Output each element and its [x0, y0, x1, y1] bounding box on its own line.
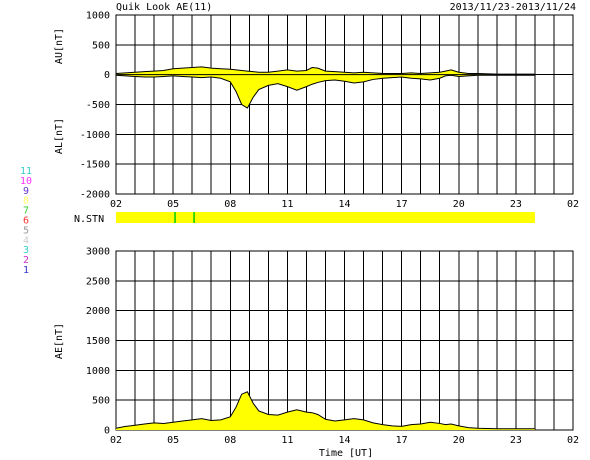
al-series-line	[115, 74, 535, 109]
upper-frame	[115, 14, 574, 195]
lower-x-tick-label: 02	[567, 435, 579, 446]
lower-x-tick-label: 08	[224, 435, 236, 446]
station-number: 8	[23, 196, 29, 207]
station-bar	[116, 212, 535, 223]
lower-x-tick-label: 20	[453, 435, 465, 446]
station-bar-fill	[116, 212, 535, 223]
al-axis-label: AL[nT]	[54, 118, 65, 154]
date-range: 2013/11/23-2013/11/24	[450, 2, 576, 13]
upper-y-tick-label: 1000	[86, 11, 110, 22]
lower-x-tick-label: 11	[281, 435, 293, 446]
station-number: 11	[20, 166, 32, 177]
upper-x-tick-label: 20	[453, 199, 465, 210]
station-number: 6	[23, 216, 29, 227]
upper-y-tick-label: -500	[86, 100, 110, 111]
station-label: N.STN	[74, 214, 104, 225]
lower-x-tick-label: 05	[167, 435, 179, 446]
upper-x-tick-label: 02	[567, 199, 579, 210]
lower-y-tick-label: 0	[104, 426, 110, 437]
station-number: 1	[23, 265, 29, 276]
lower-x-tick-label: 23	[510, 435, 522, 446]
au-al-fill-area	[116, 66, 535, 109]
lower-x-tick-label: 02	[110, 435, 122, 446]
upper-x-tick-label: 23	[510, 199, 522, 210]
lower-y-tick-label: 3000	[86, 247, 110, 258]
x-axis-label: Time [UT]	[319, 448, 373, 459]
lower-y-tick-label: 1000	[86, 366, 110, 377]
upper-x-tick-label: 05	[167, 199, 179, 210]
upper-y-tick-label: -1000	[80, 130, 110, 141]
ae-axis-label: AE[nT]	[54, 323, 65, 359]
station-number: 2	[23, 255, 29, 266]
station-number: 3	[23, 245, 29, 256]
ae-fill-area	[116, 391, 535, 430]
station-number: 10	[20, 176, 32, 187]
upper-x-tick-label: 14	[338, 199, 350, 210]
lower-x-tick-label: 17	[396, 435, 408, 446]
station-number: 7	[23, 206, 29, 217]
upper-y-tick-label: -1500	[80, 160, 110, 171]
ae-series-line	[115, 391, 535, 430]
upper-x-tick-label: 08	[224, 199, 236, 210]
station-number: 9	[23, 186, 29, 197]
upper-x-tick-label: 17	[396, 199, 408, 210]
lower-y-tick-label: 500	[92, 396, 110, 407]
au-series-line	[115, 66, 535, 75]
lower-x-tick-label: 14	[338, 435, 350, 446]
lower-y-tick-label: 2000	[86, 306, 110, 317]
lower-y-tick-label: 1500	[86, 336, 110, 347]
upper-x-tick-label: 11	[281, 199, 293, 210]
upper-y-tick-label: 0	[104, 70, 110, 81]
upper-y-tick-label: -2000	[80, 190, 110, 201]
upper-x-tick-label: 02	[110, 199, 122, 210]
lower-y-tick-label: 2500	[86, 276, 110, 287]
upper-y-tick-label: 500	[92, 40, 110, 51]
chart-title: Quik Look AE(11)	[116, 2, 212, 13]
au-axis-label: AU[nT]	[54, 28, 65, 64]
station-number: 4	[23, 235, 29, 246]
station-number: 5	[23, 225, 29, 236]
